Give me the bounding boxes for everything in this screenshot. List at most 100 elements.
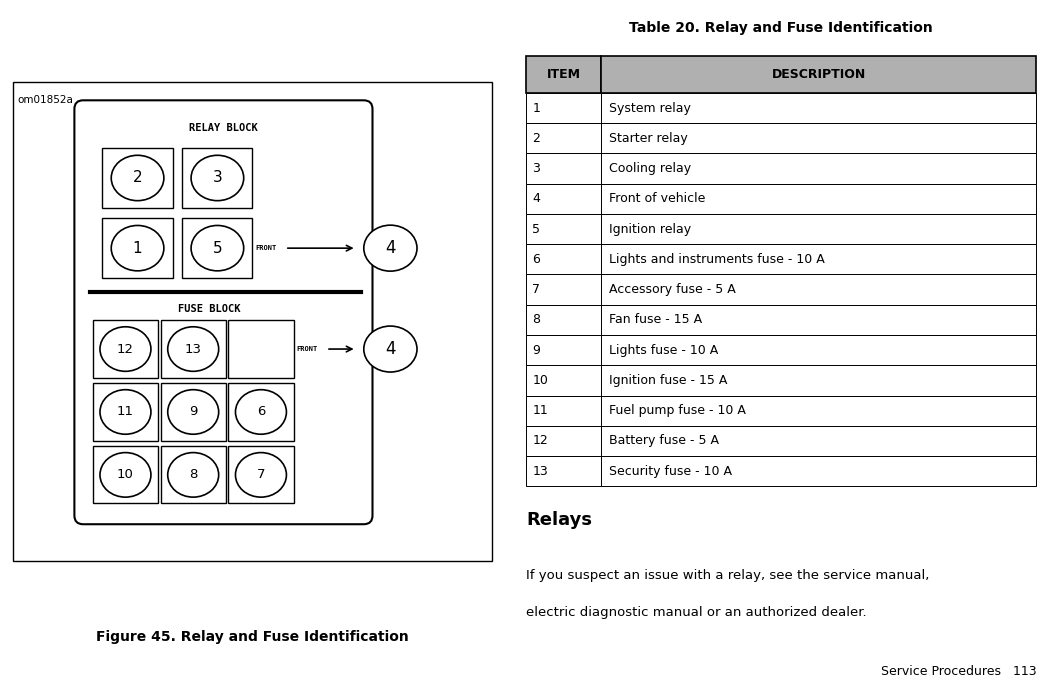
Bar [161,384,226,440]
FancyBboxPatch shape [526,365,602,395]
Text: RELAY BLOCK: RELAY BLOCK [189,123,258,134]
FancyBboxPatch shape [526,184,602,214]
Ellipse shape [167,453,219,497]
FancyBboxPatch shape [602,93,1036,123]
Text: FRONT: FRONT [296,346,318,352]
Text: 3: 3 [213,171,222,186]
Text: Front of vehicle: Front of vehicle [609,192,706,206]
Text: If you suspect an issue with a relay, see the service manual,: If you suspect an issue with a relay, se… [526,569,929,582]
FancyBboxPatch shape [602,426,1036,456]
Text: Lights and instruments fuse - 10 A: Lights and instruments fuse - 10 A [609,253,825,266]
Ellipse shape [167,390,219,434]
Text: Accessory fuse - 5 A: Accessory fuse - 5 A [609,283,736,296]
Text: Security fuse - 10 A: Security fuse - 10 A [609,464,732,477]
Ellipse shape [100,453,150,497]
Text: 2: 2 [133,171,142,186]
Text: 7: 7 [257,469,265,482]
FancyBboxPatch shape [602,123,1036,153]
FancyBboxPatch shape [526,93,602,123]
Text: 13: 13 [185,342,202,356]
Ellipse shape [167,327,219,371]
Text: FUSE BLOCK: FUSE BLOCK [178,304,240,314]
Text: Table 20. Relay and Fuse Identification: Table 20. Relay and Fuse Identification [629,21,933,36]
Text: Fuel pump fuse - 10 A: Fuel pump fuse - 10 A [609,404,746,417]
Text: 3: 3 [532,162,540,175]
Text: 10: 10 [532,374,548,387]
Ellipse shape [236,453,286,497]
Text: System relay: System relay [609,101,691,114]
FancyBboxPatch shape [526,55,602,93]
Ellipse shape [100,327,150,371]
Text: 2: 2 [532,132,540,145]
Text: 10: 10 [117,469,134,482]
Text: Fan fuse - 15 A: Fan fuse - 15 A [609,313,703,326]
FancyBboxPatch shape [602,335,1036,365]
Text: 8: 8 [532,313,540,326]
Text: Starter relay: Starter relay [609,132,688,145]
Bar [93,384,158,440]
Text: Ignition relay: Ignition relay [609,223,691,236]
Text: 13: 13 [532,464,548,477]
Bar [161,321,226,377]
Bar [102,148,173,208]
Text: 5: 5 [213,240,222,256]
Text: 4: 4 [385,239,396,257]
Text: 8: 8 [189,469,198,482]
FancyBboxPatch shape [526,153,602,184]
FancyBboxPatch shape [526,123,602,153]
Text: 4: 4 [532,192,540,206]
Ellipse shape [236,390,286,434]
Text: 11: 11 [117,406,134,419]
Bar [228,447,294,503]
Ellipse shape [191,155,244,201]
Text: 6: 6 [532,253,540,266]
FancyBboxPatch shape [526,456,602,486]
Ellipse shape [364,326,417,372]
Text: Relays: Relays [526,511,592,529]
Ellipse shape [100,390,150,434]
Bar [228,321,294,377]
Text: Figure 45. Relay and Fuse Identification: Figure 45. Relay and Fuse Identification [96,630,409,645]
Bar [161,447,226,503]
FancyBboxPatch shape [602,305,1036,335]
Text: FRONT: FRONT [255,245,276,251]
Ellipse shape [112,155,164,201]
Text: 12: 12 [117,342,134,356]
FancyBboxPatch shape [526,275,602,305]
Text: om01852a: om01852a [18,95,74,105]
FancyBboxPatch shape [602,214,1036,245]
Text: electric diagnostic manual or an authorized dealer.: electric diagnostic manual or an authori… [526,606,867,619]
Text: ITEM: ITEM [547,68,581,81]
Bar [102,218,173,278]
Bar [93,447,158,503]
FancyBboxPatch shape [602,365,1036,395]
Text: 6: 6 [257,406,265,419]
Text: Cooling relay: Cooling relay [609,162,691,175]
Bar [93,321,158,377]
FancyBboxPatch shape [602,245,1036,275]
Text: Lights fuse - 10 A: Lights fuse - 10 A [609,344,719,357]
Bar [182,148,252,208]
FancyBboxPatch shape [526,305,602,335]
Text: 7: 7 [532,283,540,296]
FancyBboxPatch shape [526,335,602,365]
Ellipse shape [112,225,164,271]
Text: 5: 5 [532,223,540,236]
FancyBboxPatch shape [526,426,602,456]
Text: 1: 1 [133,240,142,256]
Text: 9: 9 [532,344,540,357]
Ellipse shape [364,225,417,271]
Ellipse shape [191,225,244,271]
FancyBboxPatch shape [526,245,602,275]
FancyBboxPatch shape [526,395,602,426]
Text: 1: 1 [532,101,540,114]
Text: Battery fuse - 5 A: Battery fuse - 5 A [609,434,720,447]
Text: Ignition fuse - 15 A: Ignition fuse - 15 A [609,374,728,387]
FancyBboxPatch shape [75,100,372,524]
Text: DESCRIPTION: DESCRIPTION [772,68,866,81]
FancyBboxPatch shape [602,55,1036,93]
FancyBboxPatch shape [602,184,1036,214]
Text: 12: 12 [532,434,548,447]
Bar [182,218,252,278]
FancyBboxPatch shape [602,275,1036,305]
